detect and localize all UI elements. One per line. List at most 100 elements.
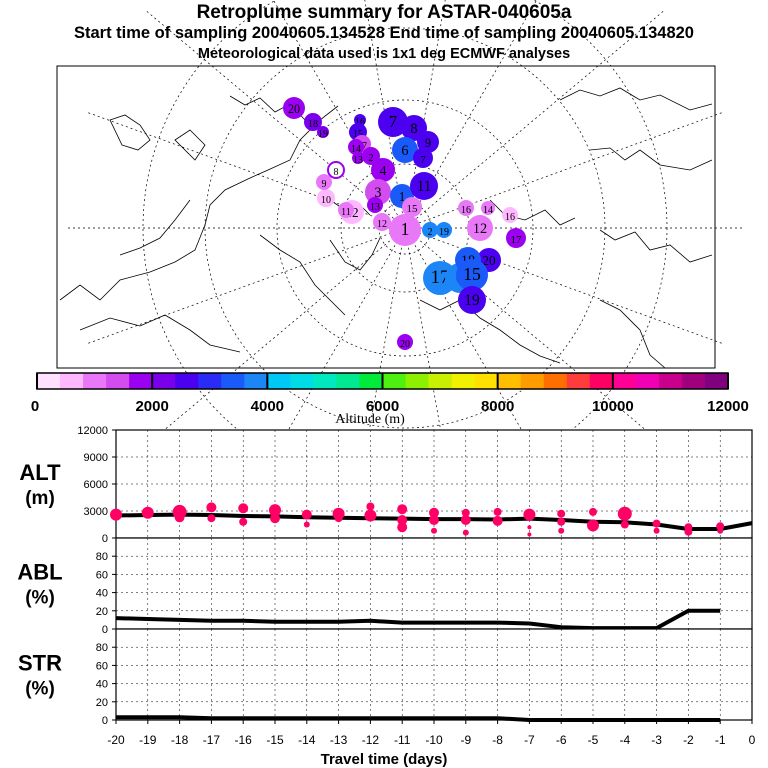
colorbar-swatch xyxy=(244,373,268,389)
plume-cluster-label: 7 xyxy=(420,154,426,166)
sampling-times: Start time of sampling 20040605.134528 E… xyxy=(74,24,694,42)
plume-cluster-label: 2 xyxy=(428,227,433,238)
abl-ytick-label: 40 xyxy=(96,588,108,600)
altitude-cluster-point xyxy=(301,509,312,520)
plume-cluster-label: 14 xyxy=(483,205,493,216)
plume-cluster-label: 20 xyxy=(288,102,300,116)
plume-cluster-label: 14 xyxy=(351,144,361,155)
plume-cluster-marker xyxy=(378,107,408,137)
colorbar-tick-label: 8000 xyxy=(481,398,514,415)
plume-cluster-marker xyxy=(304,113,322,131)
plume-cluster-label: 15 xyxy=(353,129,363,140)
str-ytick-label: 80 xyxy=(96,642,108,654)
x-tick-label: -18 xyxy=(171,733,189,747)
plume-cluster-marker xyxy=(467,215,493,241)
x-tick-label: -1 xyxy=(715,733,726,747)
plume-cluster-label: 20 xyxy=(482,253,496,268)
colorbar-tick-label: 4000 xyxy=(251,398,284,415)
plume-cluster-marker xyxy=(317,189,335,207)
meridian-line xyxy=(364,0,406,229)
x-tick-label: -6 xyxy=(556,733,567,747)
colorbar-swatch xyxy=(497,373,522,389)
colorbar-swatch xyxy=(405,373,430,389)
altitude-cluster-point xyxy=(269,504,281,517)
str-ytick-label: 40 xyxy=(96,679,108,691)
plume-cluster-label: 19 xyxy=(318,129,328,140)
plume-cluster-label: 15 xyxy=(463,264,481,284)
altitude-cluster-point xyxy=(303,521,310,528)
altitude-cluster-point xyxy=(492,515,503,526)
plume-map: 2018191615171413789674231111012911128131… xyxy=(56,0,745,563)
abl-ylabel: ABL xyxy=(17,560,62,585)
plume-cluster-label: 12 xyxy=(473,221,487,237)
plume-cluster-label: 1 xyxy=(399,189,406,204)
altitude-cluster-point xyxy=(617,506,632,521)
altitude-cluster-point xyxy=(397,504,408,515)
plume-cluster-label: 16 xyxy=(461,205,471,216)
meridian-line xyxy=(404,0,446,229)
colorbar-tick-label: 12000 xyxy=(707,398,749,415)
colorbar-swatch xyxy=(313,373,337,389)
colorbar-swatch xyxy=(83,373,107,389)
x-tick-label: -3 xyxy=(651,733,662,747)
time-series-panels: 030006000900012000ALT(m)020406080ABL(%)0… xyxy=(17,425,755,768)
plume-cluster-label: 11 xyxy=(341,207,351,218)
altitude-cluster-point xyxy=(270,513,280,524)
plume-cluster-marker xyxy=(352,152,364,164)
alt-ytick-label: 3000 xyxy=(84,506,108,518)
colorbar-swatch xyxy=(704,373,729,389)
colorbar-swatch xyxy=(221,373,245,389)
altitude-cluster-point xyxy=(587,519,599,532)
meridian-line xyxy=(404,227,725,345)
meridian-line xyxy=(404,227,465,563)
plume-cluster-label: 18 xyxy=(308,119,318,130)
coastline-segment xyxy=(599,229,713,263)
plume-cluster-marker xyxy=(458,286,486,314)
colorbar-swatch xyxy=(451,373,476,389)
x-tick-label: -17 xyxy=(203,733,221,747)
plume-cluster-marker xyxy=(458,200,474,216)
plume-cluster-marker xyxy=(506,228,526,248)
str-series-line xyxy=(116,715,721,722)
colorbar-swatch xyxy=(589,373,614,389)
plume-cluster-label: 15 xyxy=(407,203,419,215)
altitude-cluster-point xyxy=(397,522,408,533)
colorbar-swatch xyxy=(520,373,545,389)
x-axis-label: Travel time (days) xyxy=(321,751,448,768)
altitude-cluster-point xyxy=(334,514,343,523)
plume-cluster-label: 7 xyxy=(389,112,397,131)
x-tick-label: 0 xyxy=(749,733,756,747)
str-ytick-label: 60 xyxy=(96,660,108,672)
altitude-cluster-point xyxy=(238,503,249,514)
colorbar-swatch xyxy=(267,373,291,389)
plume-cluster-marker xyxy=(373,213,391,231)
altitude-cluster-point xyxy=(589,507,597,516)
altitude-cluster-point xyxy=(207,514,216,523)
colorbar-tick-label: 6000 xyxy=(366,398,399,415)
altitude-cluster-point xyxy=(461,508,470,517)
plume-clusters: 2018191615171413789674231111012911128131… xyxy=(283,97,526,350)
altitude-cluster-point xyxy=(527,532,532,537)
altitude-cluster-point xyxy=(557,509,566,518)
plume-cluster-marker xyxy=(338,202,354,218)
plume-cluster-marker xyxy=(422,222,438,238)
x-tick-label: -20 xyxy=(107,733,125,747)
plume-cluster-label: 12 xyxy=(377,219,387,230)
colorbar-swatch xyxy=(382,373,407,389)
meridian-line xyxy=(345,227,406,563)
plume-cluster-label: 9 xyxy=(322,179,327,190)
plume-cluster-marker xyxy=(283,97,305,119)
x-tick-label: -2 xyxy=(683,733,694,747)
coastline-segment xyxy=(259,234,346,316)
altitude-cluster-point xyxy=(141,506,154,519)
x-tick-label: -8 xyxy=(492,733,503,747)
colorbar-tick-label: 2000 xyxy=(135,398,168,415)
plume-cluster-marker xyxy=(397,334,413,350)
meridian-line xyxy=(144,9,406,229)
meridian-line xyxy=(85,227,406,345)
plume-cluster-marker xyxy=(354,114,366,126)
altitude-cluster-point xyxy=(557,517,566,526)
x-tick-label: -5 xyxy=(588,733,599,747)
meridian-line xyxy=(404,9,666,229)
